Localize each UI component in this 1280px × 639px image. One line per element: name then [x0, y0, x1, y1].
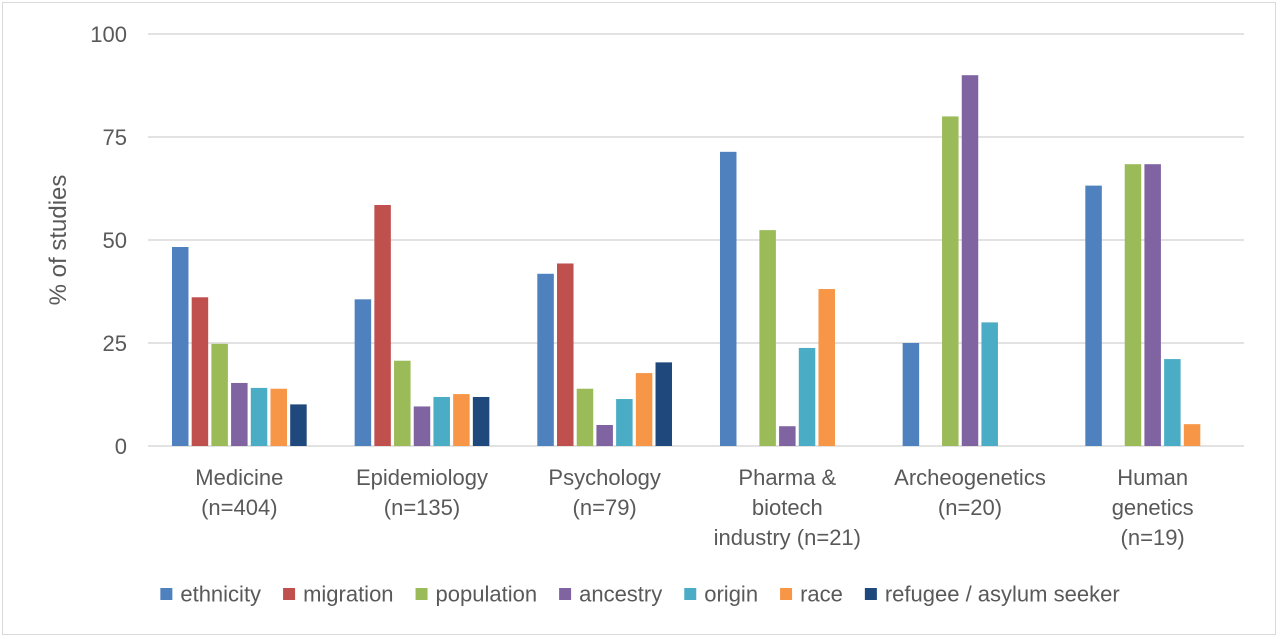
bar-migration: [374, 204, 391, 446]
bar-ethnicity: [354, 299, 372, 446]
bar-ancestry: [961, 75, 979, 446]
y-tick-label: 25: [103, 331, 127, 356]
legend-label: population: [436, 582, 538, 607]
bar-origin: [250, 387, 268, 446]
category-label: genetics: [1112, 495, 1194, 520]
gridlines: [148, 33, 1244, 447]
legend-swatch: [283, 588, 296, 600]
y-tick-label: 50: [103, 228, 127, 253]
bars: [171, 75, 1201, 447]
category-label: Medicine: [195, 465, 283, 490]
bar-ancestry: [596, 424, 613, 446]
bar-origin: [433, 396, 450, 446]
bar-ethnicity: [171, 247, 189, 446]
bar-race: [453, 394, 470, 446]
category-label: Pharma &: [738, 465, 836, 490]
category-label: (n=79): [573, 495, 637, 520]
bar-ethnicity: [902, 343, 920, 446]
legend-label: migration: [303, 582, 393, 607]
legend-swatch: [864, 588, 877, 600]
bar-population: [759, 230, 776, 446]
legend-swatch: [684, 588, 697, 600]
bar-ancestry: [779, 426, 796, 446]
category-label: (n=20): [938, 495, 1002, 520]
bar-ancestry: [413, 406, 431, 446]
bar-migration: [557, 263, 574, 446]
bar-population: [576, 388, 594, 446]
category-labels: Medicine (n=404) Epidemiology (n=135) Psycho…: [195, 465, 1193, 550]
legend-swatch: [160, 588, 173, 600]
category-label: biotech: [752, 495, 823, 520]
y-tick-label: 75: [103, 125, 127, 150]
bar-refugee-asylum-seeker: [290, 404, 307, 446]
bar-population: [1124, 164, 1142, 446]
y-axis-ticks: 0 25 50 75 100: [90, 22, 127, 459]
category-label: Human: [1117, 465, 1188, 490]
bar-population: [394, 360, 411, 446]
category-label: (n=404): [201, 495, 277, 520]
legend: ethnicity migration population ancestry orig…: [160, 582, 1120, 607]
y-tick-label: 0: [115, 434, 127, 459]
legend-label: race: [800, 582, 843, 607]
bar-race: [1183, 424, 1201, 446]
legend-label: ethnicity: [180, 582, 261, 607]
bar-ethnicity: [537, 273, 554, 446]
category-label: Psychology: [548, 465, 661, 490]
bar-ethnicity: [1085, 185, 1102, 446]
bar-population: [942, 116, 959, 447]
bar-origin: [981, 322, 998, 446]
legend-swatch: [559, 588, 572, 600]
bar-refugee-asylum-seeker: [655, 362, 673, 446]
category-label: (n=135): [384, 495, 460, 520]
bar-ancestry: [231, 382, 248, 446]
bar-ethnicity: [719, 151, 737, 446]
bar-race: [270, 388, 287, 446]
bar-race: [818, 289, 835, 446]
bar-race: [635, 373, 653, 446]
bar-population: [211, 343, 228, 446]
category-label: industry (n=21): [714, 525, 861, 550]
y-tick-label: 100: [90, 22, 127, 47]
bar-origin: [1164, 359, 1181, 446]
bar-origin: [616, 399, 633, 446]
bar-origin: [798, 347, 816, 446]
category-label: Archeogenetics: [894, 465, 1046, 490]
bar-migration: [191, 297, 209, 446]
bar-ancestry: [1144, 164, 1161, 446]
legend-swatch: [780, 588, 793, 600]
bar-refugee-asylum-seeker: [472, 396, 490, 446]
legend-label: ancestry: [579, 582, 662, 607]
y-axis-title: % of studies: [45, 175, 72, 306]
category-label: Epidemiology: [356, 465, 488, 490]
legend-swatch: [415, 588, 428, 600]
category-label: (n=19): [1121, 525, 1185, 550]
legend-label: refugee / asylum seeker: [885, 582, 1120, 607]
legend-label: origin: [704, 582, 758, 607]
